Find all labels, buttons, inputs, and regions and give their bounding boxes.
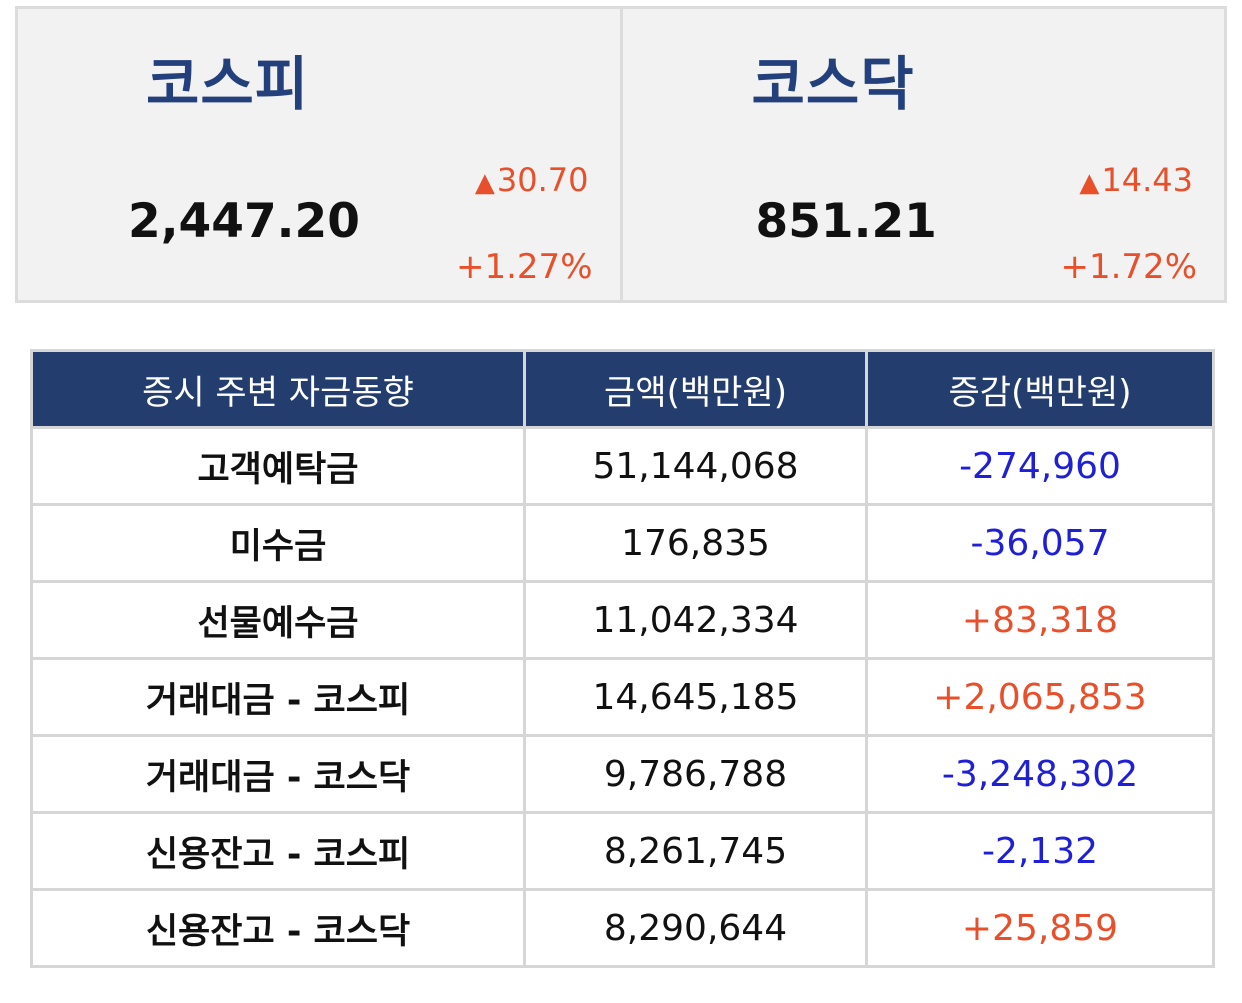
column-header-item: 증시 주변 자금동향 xyxy=(30,349,526,429)
row-amount: 176,835 xyxy=(523,503,868,583)
table-row: 고객예탁금 51,144,068 -274,960 xyxy=(30,426,1215,506)
row-item: 미수금 xyxy=(30,503,526,583)
row-item: 선물예수금 xyxy=(30,580,526,660)
row-amount: 9,786,788 xyxy=(523,734,868,814)
row-delta: -2,132 xyxy=(865,811,1215,891)
index-rate: +1.27% xyxy=(456,247,593,287)
table-row: 신용잔고 - 코스닥 8,290,644 +25,859 xyxy=(30,888,1215,968)
table-row: 거래대금 - 코스닥 9,786,788 -3,248,302 xyxy=(30,734,1215,814)
row-delta: +2,065,853 xyxy=(865,657,1215,737)
row-delta: +25,859 xyxy=(865,888,1215,968)
index-name: 코스닥 xyxy=(751,50,915,118)
column-header-amount: 금액(백만원) xyxy=(523,349,868,429)
row-amount: 8,261,745 xyxy=(523,811,868,891)
row-delta: -274,960 xyxy=(865,426,1215,506)
index-rate: +1.72% xyxy=(1060,247,1198,287)
column-header-delta: 증감(백만원) xyxy=(865,349,1215,429)
table-row: 거래대금 - 코스피 14,645,185 +2,065,853 xyxy=(30,657,1215,737)
row-delta: +83,318 xyxy=(865,580,1215,660)
row-item: 거래대금 - 코스피 xyxy=(30,657,526,737)
row-item: 고객예탁금 xyxy=(30,426,526,506)
table-header-row: 증시 주변 자금동향 금액(백만원) 증감(백만원) xyxy=(30,349,1215,429)
market-index-panel: 코스피 2,447.20 ▲30.70 +1.27% 코스닥 851.21 ▲1… xyxy=(15,6,1227,303)
table-row: 선물예수금 11,042,334 +83,318 xyxy=(30,580,1215,660)
up-triangle-icon: ▲ xyxy=(1079,168,1100,198)
kosdaq-index-card: 코스닥 851.21 ▲14.43 +1.72% xyxy=(619,9,1225,300)
index-change-value: 30.70 xyxy=(496,161,589,199)
table-row: 미수금 176,835 -36,057 xyxy=(30,503,1215,583)
row-amount: 11,042,334 xyxy=(523,580,868,660)
index-change: ▲14.43 xyxy=(1079,161,1193,199)
fund-flow-table: 증시 주변 자금동향 금액(백만원) 증감(백만원) 고객예탁금 51,144,… xyxy=(30,349,1215,968)
index-value: 2,447.20 xyxy=(128,194,360,249)
index-name: 코스피 xyxy=(146,50,310,118)
row-item: 거래대금 - 코스닥 xyxy=(30,734,526,814)
index-change: ▲30.70 xyxy=(475,161,589,199)
index-change-value: 14.43 xyxy=(1101,161,1193,199)
up-triangle-icon: ▲ xyxy=(474,168,495,198)
table-row: 신용잔고 - 코스피 8,261,745 -2,132 xyxy=(30,811,1215,891)
row-item: 신용잔고 - 코스닥 xyxy=(30,888,526,968)
row-delta: -36,057 xyxy=(865,503,1215,583)
index-value: 851.21 xyxy=(755,194,937,249)
row-amount: 8,290,644 xyxy=(523,888,868,968)
kospi-index-card: 코스피 2,447.20 ▲30.70 +1.27% xyxy=(18,9,620,300)
row-delta: -3,248,302 xyxy=(865,734,1215,814)
row-amount: 51,144,068 xyxy=(523,426,868,506)
row-item: 신용잔고 - 코스피 xyxy=(30,811,526,891)
row-amount: 14,645,185 xyxy=(523,657,868,737)
